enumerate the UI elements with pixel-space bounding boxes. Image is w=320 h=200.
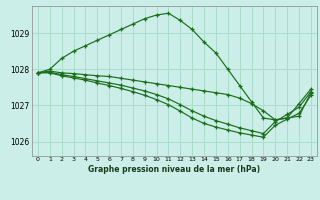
X-axis label: Graphe pression niveau de la mer (hPa): Graphe pression niveau de la mer (hPa) bbox=[88, 165, 260, 174]
